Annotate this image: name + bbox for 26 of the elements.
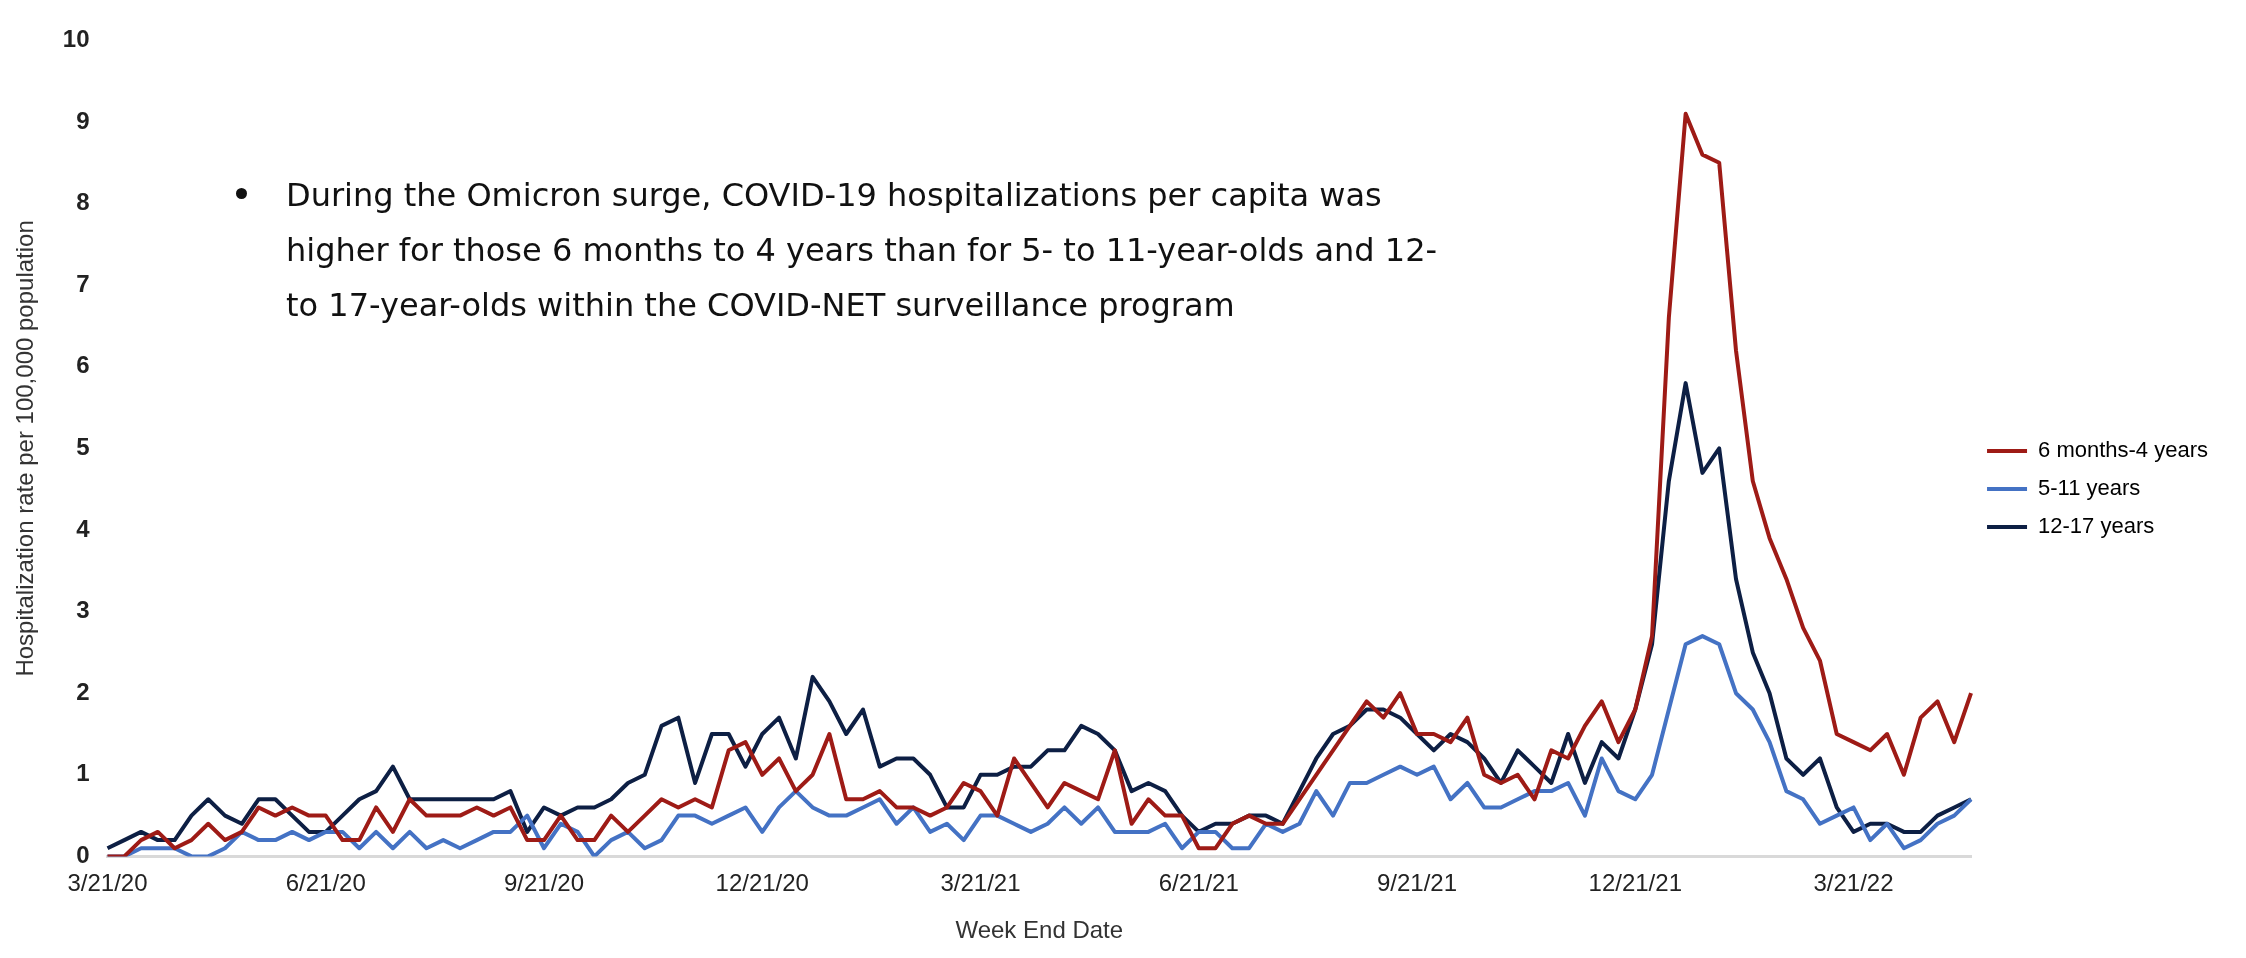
legend-label: 5-11 years (2038, 475, 2141, 501)
legend-label: 12-17 years (2038, 513, 2155, 539)
x-axis-title: Week End Date (955, 916, 1124, 944)
y-tick-label: 7 (76, 269, 90, 297)
x-tick-label: 9/21/20 (503, 869, 585, 897)
x-tick-label: 3/21/20 (67, 869, 148, 897)
annotation: During the Omicron surge, COVID-19 hospitalizations per capita was higher for those 6 months to 4 years than for 5- to 11-year-olds and 12- to 17-year-olds within the COVID-NET surveillance program (286, 175, 1438, 326)
x-tick-label: 12/21/20 (715, 869, 809, 897)
y-tick-label: 3 (76, 596, 90, 624)
x-tick-label: 3/21/21 (940, 869, 1021, 897)
x-tick-label: 12/21/21 (1588, 869, 1682, 897)
y-tick-label: 0 (76, 841, 90, 869)
y-axis-title: Hospitalization rate per 100,000 population (11, 220, 39, 677)
x-tick-label: 6/21/21 (1158, 869, 1239, 897)
x-tick-label: 3/21/22 (1813, 869, 1894, 897)
y-tick-label: 4 (76, 514, 91, 542)
x-tick-label: 6/21/20 (285, 869, 366, 897)
y-tick-label: 1 (76, 759, 90, 787)
y-tick-label: 10 (62, 25, 90, 53)
y-tick-label: 9 (76, 106, 90, 134)
y-tick-label: 5 (76, 433, 90, 461)
x-tick-label: 9/21/21 (1376, 869, 1458, 897)
y-tick-label: 2 (76, 677, 90, 705)
legend-label: 6 months-4 years (2038, 437, 2209, 463)
y-tick-label: 6 (76, 351, 90, 379)
y-tick-label: 8 (76, 188, 90, 216)
